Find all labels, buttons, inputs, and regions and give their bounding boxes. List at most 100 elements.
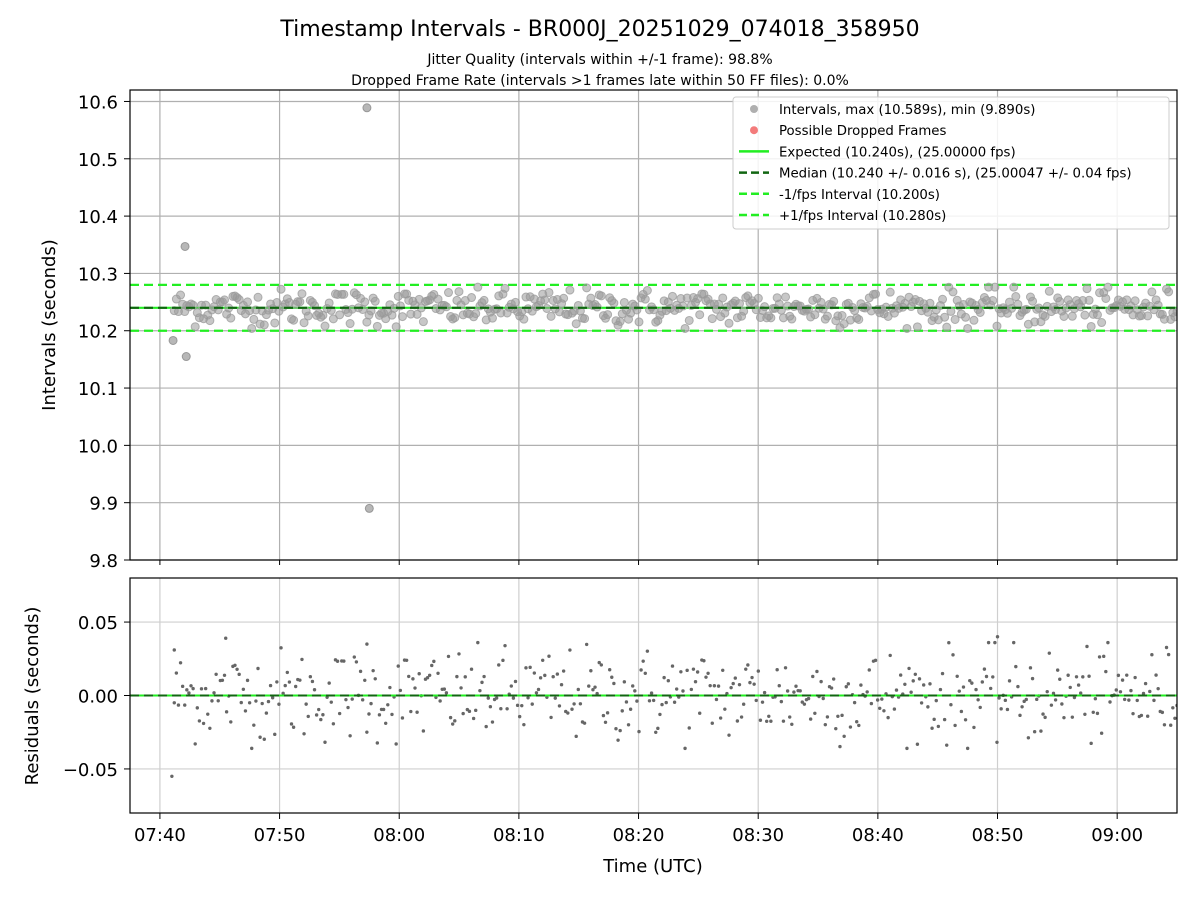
residual-point — [815, 669, 819, 674]
residual-point — [750, 675, 754, 680]
residual-point — [658, 712, 662, 717]
residual-point — [344, 697, 348, 702]
residual-point — [681, 689, 685, 693]
residual-point — [926, 705, 930, 709]
interval-point — [1130, 296, 1140, 306]
residual-point — [591, 688, 595, 692]
residual-point — [178, 661, 183, 665]
residual-point — [421, 729, 426, 733]
residual-point — [1129, 688, 1133, 693]
residual-point — [605, 711, 610, 715]
bottom-frame — [129, 577, 1178, 814]
residual-point — [1045, 689, 1049, 694]
residual-point — [953, 723, 957, 728]
residual-point — [189, 684, 193, 688]
residual-point — [471, 716, 476, 721]
residual-point — [1032, 730, 1037, 734]
interval-point — [270, 318, 280, 328]
residual-point — [718, 716, 723, 720]
residual-point — [1005, 707, 1010, 712]
residual-point — [777, 684, 781, 688]
interval-point — [1086, 321, 1096, 331]
residual-point — [561, 669, 566, 673]
residual-point — [262, 737, 266, 741]
residual-point — [1091, 710, 1095, 714]
residual-point — [917, 677, 922, 681]
residual-point — [486, 696, 490, 700]
residual-point — [323, 740, 327, 744]
residual-point — [352, 655, 357, 659]
interval-point — [766, 313, 776, 323]
interval-point — [582, 283, 592, 293]
residual-point — [741, 702, 746, 706]
residual-point — [1014, 664, 1018, 669]
residual-point — [310, 679, 315, 684]
residual-point — [631, 684, 635, 688]
x-tick-label: 08:00 — [373, 825, 425, 846]
residual-point — [446, 654, 451, 659]
residual-point — [1012, 640, 1016, 645]
top-y-tick-label: 10.3 — [78, 264, 118, 285]
residual-point — [185, 688, 189, 692]
residual-point — [911, 679, 915, 683]
residual-point — [928, 682, 932, 686]
residual-point — [1030, 676, 1035, 681]
interval-point — [220, 295, 230, 305]
residual-point — [1148, 689, 1152, 694]
interval-point — [615, 317, 625, 327]
residual-point — [597, 660, 601, 665]
interval-point — [1009, 282, 1019, 292]
residual-point — [444, 691, 449, 695]
residual-point — [852, 700, 857, 705]
residual-point — [551, 674, 555, 679]
residual-point — [643, 671, 647, 676]
residual-point — [582, 721, 587, 725]
interval-point — [760, 302, 770, 312]
residual-point — [467, 709, 472, 714]
top-y-axis-label: Intervals (seconds) — [39, 239, 60, 411]
residual-point — [342, 659, 346, 663]
residual-point — [651, 698, 656, 703]
residual-point — [513, 679, 518, 684]
interval-point — [272, 298, 282, 308]
residual-point — [821, 696, 825, 701]
residual-point — [698, 711, 702, 715]
residual-point — [618, 728, 622, 733]
x-tick-label: 09:00 — [1091, 825, 1143, 846]
interval-point — [734, 299, 744, 309]
residual-point — [955, 674, 959, 678]
interval-point — [596, 291, 606, 301]
residual-outlier-point — [365, 642, 369, 646]
residual-point — [348, 734, 352, 738]
residual-point — [256, 666, 260, 671]
residual-point — [1053, 698, 1058, 702]
residual-point — [258, 735, 262, 739]
residual-point — [212, 691, 216, 695]
residual-point — [384, 721, 388, 725]
residual-point — [172, 701, 176, 705]
x-tick-label: 08:50 — [972, 825, 1024, 846]
residual-point — [922, 683, 926, 687]
interval-point — [324, 298, 334, 308]
residual-point — [1003, 698, 1008, 703]
residual-point — [199, 687, 204, 691]
interval-point — [487, 313, 497, 323]
residual-point — [438, 699, 442, 703]
residual-point — [304, 702, 308, 706]
residual-point — [674, 687, 679, 691]
interval-point — [544, 287, 554, 297]
residual-point — [620, 709, 624, 713]
residual-point — [224, 710, 229, 714]
residual-point — [417, 672, 421, 676]
residual-point — [595, 691, 599, 696]
interval-point — [479, 295, 489, 305]
legend-label: Possible Dropped Frames — [779, 124, 946, 139]
residual-point — [848, 725, 853, 729]
residual-point — [572, 702, 576, 706]
residual-point — [337, 711, 342, 716]
residual-point — [991, 675, 995, 679]
residual-point — [823, 722, 828, 727]
residual-point — [210, 699, 214, 703]
residual-point — [1150, 653, 1154, 657]
